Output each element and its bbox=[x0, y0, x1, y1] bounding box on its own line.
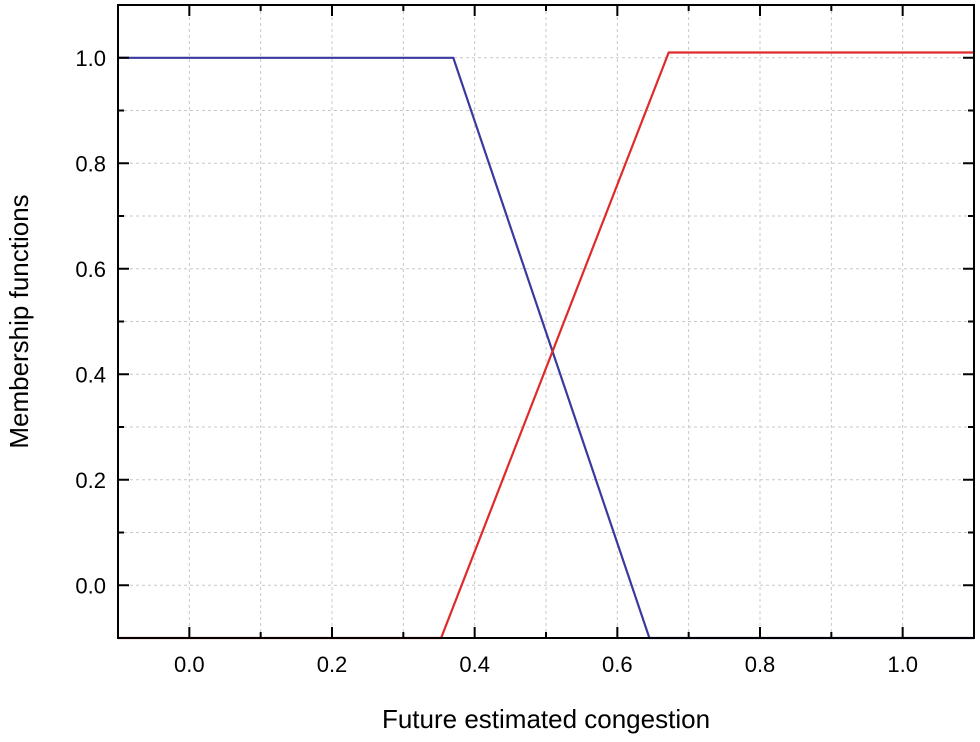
y-tick-label: 0.0 bbox=[75, 573, 106, 598]
y-axis-title: Membership functions bbox=[4, 194, 34, 448]
series-line-2 bbox=[118, 51, 974, 640]
y-tick-label: 0.4 bbox=[75, 362, 106, 387]
x-axis-title: Future estimated congestion bbox=[382, 704, 710, 734]
x-tick-label: 0.6 bbox=[602, 652, 633, 677]
grid-lines bbox=[118, 5, 974, 638]
x-tick-label: 0.0 bbox=[174, 652, 205, 677]
x-tick-label: 0.2 bbox=[317, 652, 348, 677]
y-tick-label: 0.6 bbox=[75, 257, 106, 282]
x-tick-label: 1.0 bbox=[887, 652, 918, 677]
y-tick-label: 1.0 bbox=[75, 46, 106, 71]
x-tick-label: 0.4 bbox=[459, 652, 490, 677]
series-lines bbox=[118, 51, 974, 640]
axis-ticks: 0.0 0.2 0.4 0.6 0.8 1.0 0.0 0.2 0.4 0.6 0.8 1.0 bbox=[75, 5, 974, 677]
y-tick-label: 0.2 bbox=[75, 468, 106, 493]
y-tick-label: 0.8 bbox=[75, 151, 106, 176]
x-tick-label: 0.8 bbox=[745, 652, 776, 677]
